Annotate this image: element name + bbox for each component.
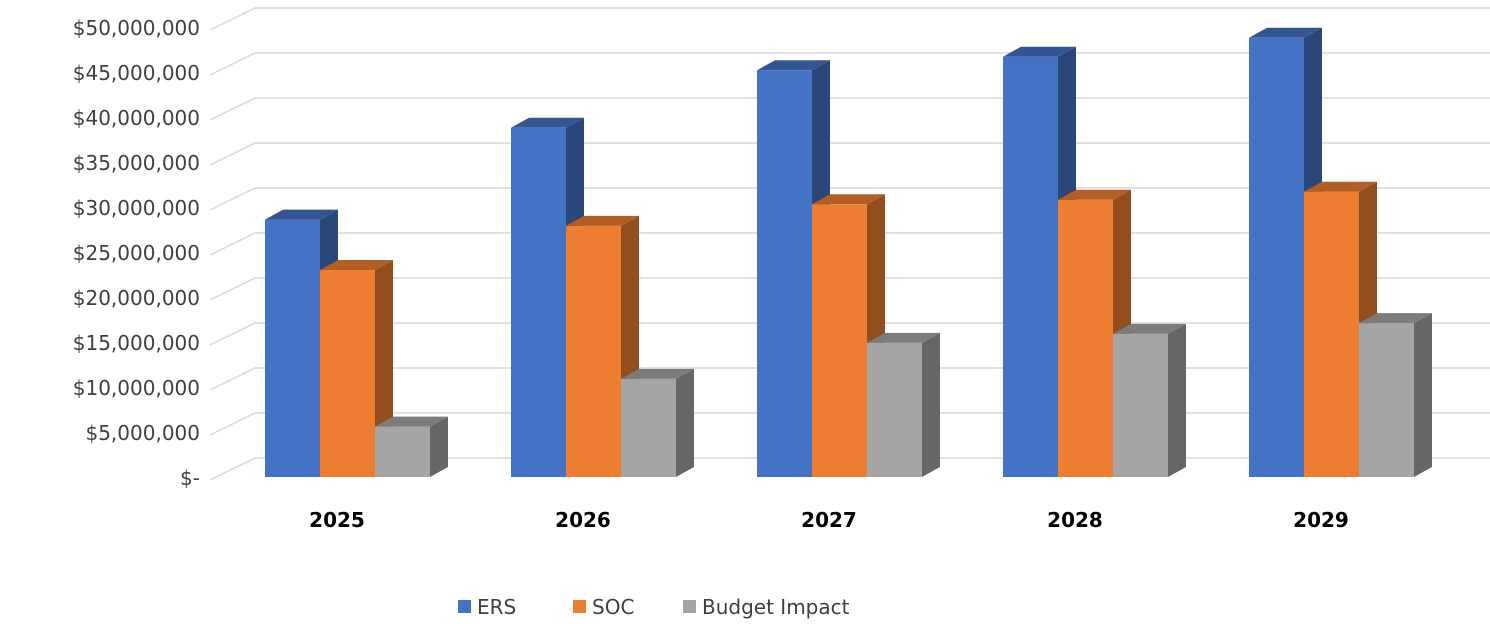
y-tick-label: $10,000,000 (73, 376, 200, 400)
bar-top (511, 117, 584, 128)
y-tick-label: $35,000,000 (73, 151, 200, 175)
bar-top (1359, 313, 1432, 324)
bar-top (1113, 323, 1186, 334)
bar-budget-impact-2027 (867, 332, 940, 477)
bar-ers-2029 (1249, 27, 1322, 478)
gridline (209, 52, 1490, 76)
bar-top (1003, 46, 1076, 57)
x-axis: 2025 2026 2027 2028 2029 (309, 508, 1349, 532)
bar-front (812, 204, 867, 478)
bar-side (1414, 313, 1432, 477)
bar-front (566, 225, 621, 477)
y-tick-label: $50,000,000 (73, 16, 200, 40)
bar-side (430, 416, 448, 477)
bar-top (1304, 181, 1377, 192)
bar-front (320, 270, 375, 477)
y-tick-label: $5,000,000 (85, 421, 200, 445)
legend-swatch-soc (573, 600, 586, 613)
bar-budget-impact-2028 (1113, 323, 1186, 477)
bar-top (1249, 27, 1322, 38)
gridline (209, 7, 1490, 31)
y-axis: $- $5,000,000 $10,000,000 $15,000,000 $20,00… (73, 16, 200, 490)
bar-front (1304, 191, 1359, 477)
bar-top (375, 416, 448, 427)
bar-front (1003, 56, 1058, 477)
bar-front (1249, 37, 1304, 478)
bar-budget-impact-2029 (1359, 313, 1432, 477)
legend: ERS SOC Budget Impact (458, 595, 850, 619)
bars (265, 27, 1432, 478)
bar-front (621, 378, 676, 477)
x-tick-label: 2029 (1293, 508, 1349, 532)
gridline (209, 142, 1490, 166)
y-tick-label: $30,000,000 (73, 196, 200, 220)
bar-side (922, 332, 940, 477)
bar-budget-impact-2026 (621, 368, 694, 477)
y-tick-label: $20,000,000 (73, 286, 200, 310)
bar-top (1058, 189, 1131, 200)
bar-top (867, 332, 940, 343)
bar-front (1058, 199, 1113, 478)
legend-swatch-ers (458, 600, 471, 613)
x-tick-label: 2026 (555, 508, 611, 532)
x-tick-label: 2028 (1047, 508, 1103, 532)
gridlines (209, 7, 1490, 481)
bar-top (621, 368, 694, 379)
bar-side (1168, 323, 1186, 477)
legend-label: ERS (477, 595, 516, 619)
y-tick-label: $15,000,000 (73, 331, 200, 355)
legend-label: Budget Impact (702, 595, 850, 619)
bar-front (1113, 333, 1168, 477)
bar-top (566, 215, 639, 226)
gridline (209, 97, 1490, 121)
bar-soc-2029 (1304, 181, 1377, 477)
bar-front (375, 426, 430, 477)
bar-front (1359, 323, 1414, 477)
bar-front (867, 342, 922, 477)
gridline (209, 187, 1490, 211)
x-tick-label: 2027 (801, 508, 857, 532)
y-tick-label: $25,000,000 (73, 241, 200, 265)
y-tick-label: $45,000,000 (73, 61, 200, 85)
bar-front (265, 219, 320, 477)
bar-top (320, 260, 393, 270)
legend-label: SOC (592, 595, 634, 619)
bar-top (265, 209, 338, 220)
y-tick-label: $- (180, 466, 200, 490)
bar-front (511, 127, 566, 478)
legend-swatch-budget-impact (683, 600, 696, 613)
bar-top (812, 194, 885, 205)
bar-budget-impact-2025 (375, 416, 448, 477)
bar-side (676, 368, 694, 477)
x-tick-label: 2025 (309, 508, 365, 532)
bar-front (757, 70, 812, 477)
y-tick-label: $40,000,000 (73, 106, 200, 130)
bar-top (757, 60, 830, 71)
